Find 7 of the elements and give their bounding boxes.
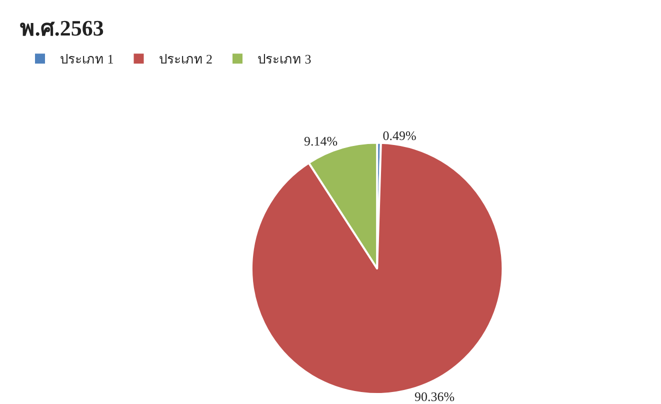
- data-label: 0.49%: [382, 128, 417, 143]
- legend-label: ประเภท 2: [158, 52, 212, 67]
- data-label: 90.36%: [414, 388, 455, 404]
- data-label: 9.14%: [304, 134, 338, 149]
- chart-title: พ.ศ.2563: [20, 16, 104, 41]
- legend-label: ประเภท 1: [60, 52, 114, 67]
- legend-label: ประเภท 3: [258, 52, 312, 67]
